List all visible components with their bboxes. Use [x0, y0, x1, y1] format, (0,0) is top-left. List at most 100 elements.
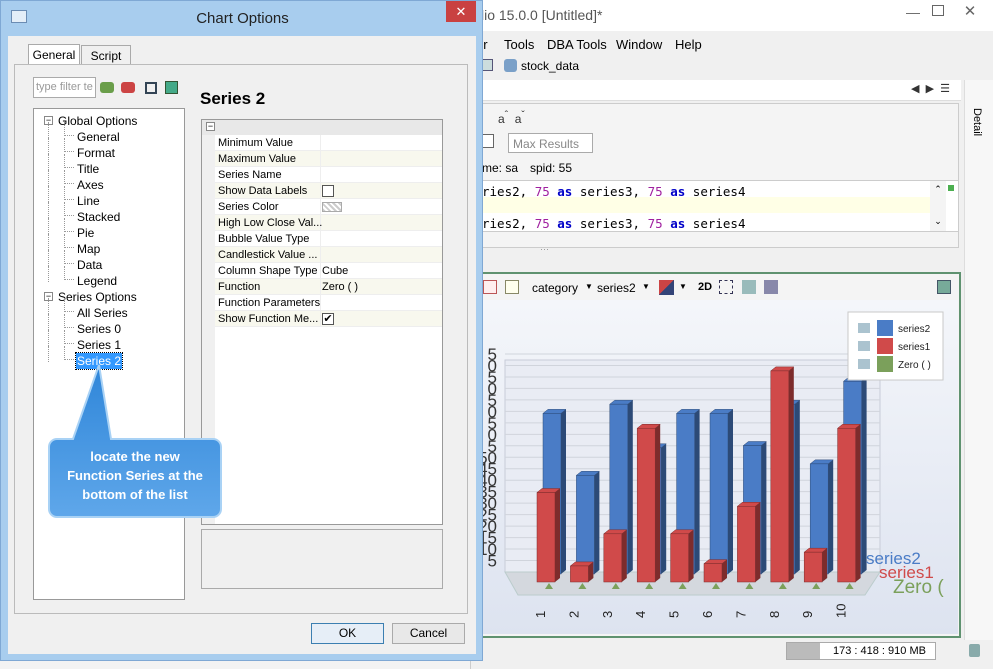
tree-item[interactable]: Series 1: [77, 338, 122, 352]
zero-marker: [812, 583, 821, 589]
y-tick-label: 5: [488, 368, 497, 387]
side-tab[interactable]: Detail: [971, 108, 983, 137]
y-tick-label: 50: [480, 448, 497, 467]
filter-tools[interactable]: [100, 80, 182, 96]
x-tick-label: 10: [834, 604, 849, 618]
tree-item[interactable]: Title: [77, 162, 100, 176]
tree-item[interactable]: Series 2: [74, 352, 124, 370]
scrollbar[interactable]: ⌃ ⌄: [930, 181, 946, 231]
tree-item[interactable]: Data: [77, 258, 103, 272]
tree-item[interactable]: All Series: [77, 306, 128, 320]
tree-item[interactable]: Line: [77, 194, 100, 208]
x-tick-label: 1: [533, 611, 548, 618]
x-tick-label: 5: [667, 611, 682, 618]
bar-side: [621, 529, 627, 582]
zero-marker: [678, 583, 687, 589]
max-results-input[interactable]: Max Results: [508, 133, 593, 153]
tree-item[interactable]: General: [77, 130, 120, 144]
property-row: [215, 295, 442, 311]
description-box: [201, 529, 443, 589]
tb-icon[interactable]: [764, 280, 778, 294]
toolbar-item[interactable]: stock_data: [521, 59, 580, 73]
tb-icon[interactable]: [483, 280, 497, 294]
bar-side: [794, 400, 800, 574]
menu-item[interactable]: Help: [675, 37, 702, 52]
close-button[interactable]: ✕: [963, 3, 977, 20]
bar: [576, 475, 595, 575]
tree-item[interactable]: Series 0: [77, 322, 122, 336]
property-checkbox[interactable]: [322, 185, 334, 197]
property-value[interactable]: Zero ( ): [322, 281, 359, 293]
tree-item[interactable]: Legend: [77, 274, 118, 288]
tree-group[interactable]: Series Options: [58, 290, 137, 304]
callout-line: bottom of the list: [82, 487, 188, 502]
tree-connector: [64, 154, 74, 168]
color-swatch[interactable]: [322, 202, 342, 212]
tb-icon[interactable]: [505, 280, 519, 294]
tree-group[interactable]: Global Options: [58, 114, 138, 128]
ok-button[interactable]: OK: [311, 623, 384, 644]
zero-marker: [545, 583, 553, 589]
legend-swatch: [877, 338, 893, 354]
bar-side: [561, 409, 566, 574]
tree-item[interactable]: Format: [77, 146, 116, 160]
view-2d-button[interactable]: 2D: [698, 281, 713, 293]
bar: [803, 551, 823, 583]
property-name: Series Color: [218, 201, 279, 213]
grid-collapse[interactable]: −: [206, 121, 215, 131]
font-size-buttons[interactable]: aˆ aˇ: [498, 110, 525, 126]
tab[interactable]: Script: [81, 45, 131, 64]
code-line: ries2, 75 as series3, 75 as series4: [482, 184, 746, 199]
maximize-button[interactable]: [932, 5, 944, 16]
tree-connector: [48, 234, 49, 250]
y-tick-label: 10: [480, 540, 497, 559]
menu-item[interactable]: Window: [616, 37, 663, 52]
chart-type-icon[interactable]: [659, 280, 674, 295]
property-grid: − Minimum Value Maximum Value Series Name Sh…: [201, 119, 443, 525]
tab[interactable]: General: [28, 44, 80, 65]
tree-connector: [48, 330, 49, 346]
cancel-button[interactable]: Cancel: [392, 623, 465, 644]
tree-item[interactable]: Stacked: [77, 210, 121, 224]
property-divider: [320, 215, 321, 231]
dropdown-arrow[interactable]: ▼: [679, 282, 687, 291]
session-spid: spid: 55: [530, 161, 573, 175]
property-name: Series Name: [218, 169, 282, 181]
tree-connector: [64, 330, 74, 344]
property-checkbox[interactable]: ✔: [322, 313, 334, 325]
callout-line: locate the new: [90, 449, 180, 464]
tb-icon[interactable]: [742, 280, 756, 294]
minimize-button[interactable]: —: [906, 4, 920, 20]
memory-used: [787, 643, 820, 659]
tree-connector: [48, 250, 49, 266]
property-name: Bubble Value Type: [218, 233, 310, 245]
dropdown-arrow[interactable]: ▼: [585, 282, 593, 291]
dialog-close[interactable]: ✕: [446, 1, 476, 22]
tb-icon[interactable]: [719, 280, 733, 294]
tree-item[interactable]: Pie: [77, 226, 95, 240]
legend-label: series2: [898, 324, 931, 335]
bar: [703, 563, 723, 583]
tab-arrows[interactable]: ◀ ▶ ☰: [911, 83, 951, 95]
property-value[interactable]: Cube: [322, 265, 349, 277]
tree-item[interactable]: Axes: [77, 178, 104, 192]
trash-icon[interactable]: [969, 644, 980, 657]
tree-connector: [48, 218, 49, 234]
splitter[interactable]: ⋯: [540, 244, 549, 254]
dropdown-arrow[interactable]: ▼: [642, 282, 650, 291]
category-dropdown[interactable]: category: [532, 281, 579, 295]
tree-connector: [64, 122, 74, 136]
series-dropdown[interactable]: series2: [597, 281, 636, 295]
menu-item[interactable]: Tools: [504, 37, 535, 52]
filter-input[interactable]: type filter te: [33, 77, 96, 98]
bar: [570, 565, 589, 583]
series-label: series1: [879, 563, 934, 582]
tb-icon[interactable]: [937, 280, 951, 294]
menu-item[interactable]: DBA Tools: [547, 37, 607, 52]
property-divider: [320, 263, 321, 279]
bar-side: [655, 424, 661, 582]
title-bar: [471, 0, 993, 31]
tree-item[interactable]: Map: [77, 242, 101, 256]
y-tick-label: 45: [480, 460, 497, 479]
